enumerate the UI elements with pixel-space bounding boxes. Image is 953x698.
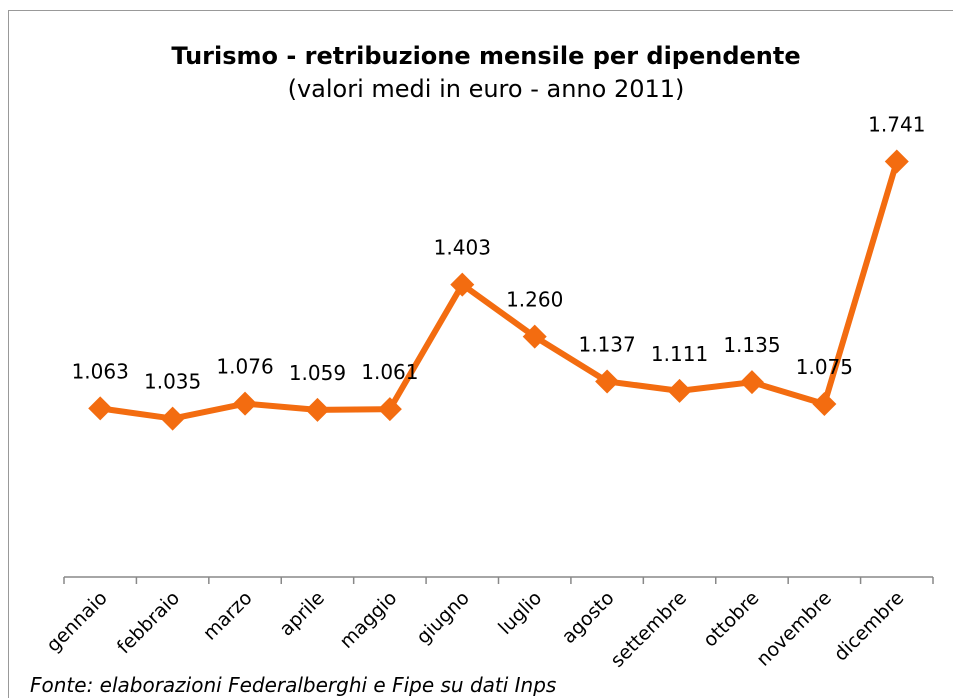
data-label: 1.059 <box>289 361 346 385</box>
data-label: 1.075 <box>796 355 853 379</box>
x-tick-label: settembre <box>606 587 691 672</box>
marker <box>450 272 475 297</box>
x-tick-label: novembre <box>752 587 836 671</box>
marker <box>522 324 547 349</box>
marker <box>233 391 258 416</box>
x-tick-label: marzo <box>199 587 257 645</box>
x-tick-label: agosto <box>558 587 619 648</box>
line-series <box>99 160 900 422</box>
data-label: 1.035 <box>144 370 201 394</box>
data-label: 1.137 <box>578 332 635 356</box>
x-tick-label: luglio <box>494 587 546 639</box>
chart-title: Turismo - retribuzione mensile per dipen… <box>171 42 800 70</box>
x-tick-label: febbraio <box>113 587 184 658</box>
x-tick-label: maggio <box>336 587 402 653</box>
marker <box>812 392 837 417</box>
chart-subtitle: (valori medi in euro - anno 2011) <box>288 75 685 103</box>
marker <box>305 397 330 422</box>
data-label: 1.403 <box>434 236 491 260</box>
x-tick-label: aprile <box>275 587 329 641</box>
x-tick-label: ottobre <box>699 587 764 652</box>
x-tick-label: dicembre <box>830 587 909 666</box>
marker <box>667 378 692 403</box>
source-note: Fonte: elaborazioni Federalberghi e Fipe… <box>30 673 556 697</box>
marker <box>595 369 620 394</box>
marker <box>739 370 764 395</box>
x-tick-label: giugno <box>412 587 474 649</box>
data-label: 1.135 <box>723 333 780 357</box>
data-label: 1.061 <box>361 360 418 384</box>
data-label: 1.076 <box>216 355 273 379</box>
x-tick-label: gennaio <box>42 587 112 657</box>
marker <box>884 149 909 174</box>
data-label: 1.741 <box>868 112 925 136</box>
data-label: 1.260 <box>506 288 563 312</box>
data-label: 1.063 <box>72 359 129 383</box>
marker <box>377 397 402 422</box>
data-label: 1.111 <box>651 342 708 366</box>
marker <box>88 396 113 421</box>
chart-border <box>8 10 953 698</box>
marker <box>160 406 185 431</box>
